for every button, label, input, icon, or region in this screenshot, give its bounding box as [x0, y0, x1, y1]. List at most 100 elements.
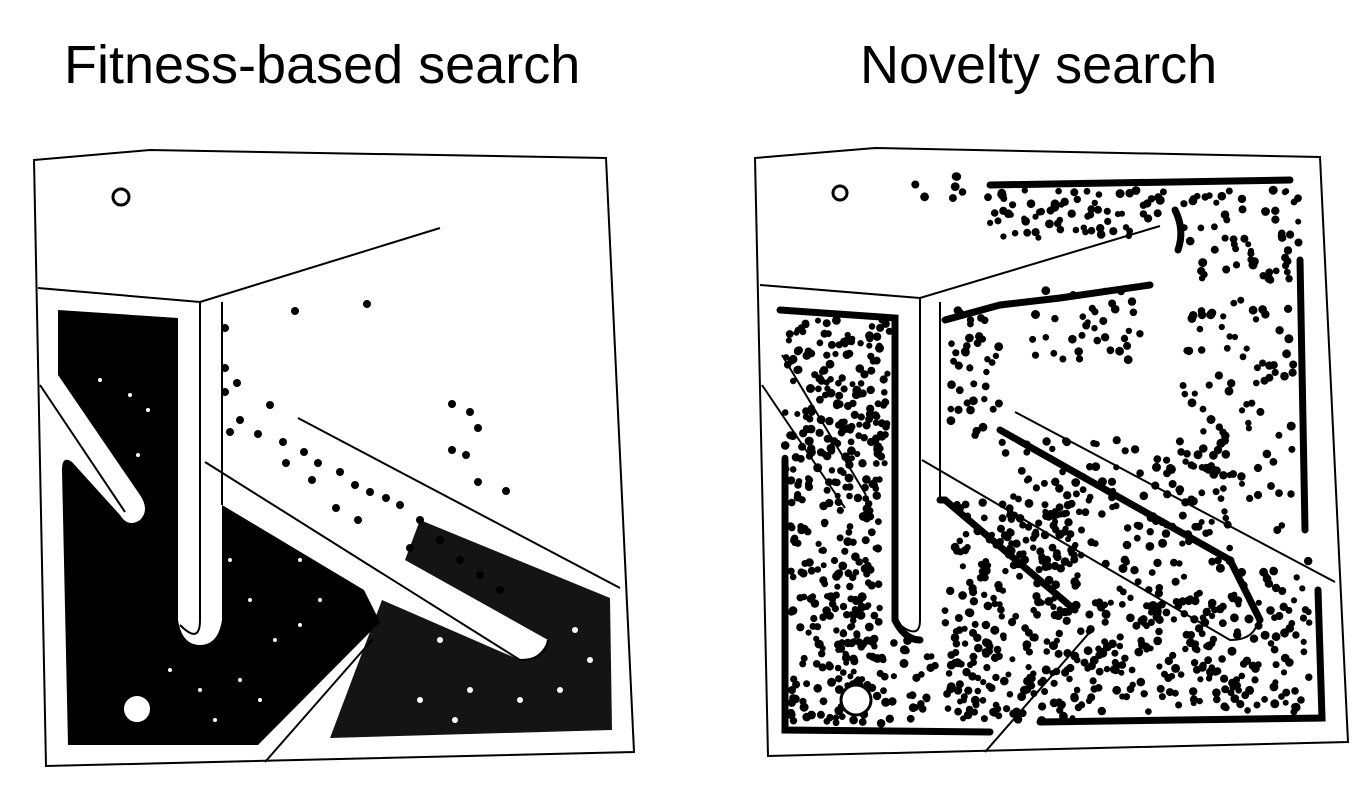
novelty-point — [786, 431, 794, 439]
novelty-point — [1103, 207, 1111, 215]
novelty-point — [995, 585, 1003, 593]
novelty-point — [1071, 478, 1081, 487]
novelty-point — [1086, 493, 1094, 501]
novelty-point — [1253, 379, 1260, 387]
novelty-point — [1055, 503, 1064, 512]
novelty-point — [950, 357, 958, 365]
novelty-point — [857, 380, 865, 387]
novelty-point — [783, 354, 790, 361]
novelty-point — [1101, 559, 1110, 568]
novelty-point — [820, 518, 829, 527]
novelty-point — [1265, 373, 1274, 382]
novelty-point — [843, 638, 852, 648]
novelty-point — [1245, 425, 1252, 432]
novelty-point — [1118, 601, 1126, 608]
novelty-point — [954, 614, 963, 622]
novelty-point — [869, 357, 877, 365]
novelty-point — [820, 329, 829, 338]
novelty-point — [1115, 346, 1124, 356]
novelty-point — [1280, 669, 1288, 676]
novelty-point — [1091, 325, 1098, 332]
novelty-point — [1198, 258, 1208, 268]
novelty-point — [958, 188, 967, 196]
novelty-point — [1240, 234, 1249, 243]
novelty-point — [847, 673, 854, 680]
novelty-point — [875, 518, 882, 525]
novelty-point — [941, 607, 949, 614]
novelty-point — [812, 660, 821, 668]
novelty-point — [970, 380, 978, 388]
novelty-point — [1077, 627, 1085, 635]
novelty-point — [969, 597, 979, 606]
novelty-point — [1221, 508, 1228, 515]
novelty-point — [1266, 606, 1275, 615]
novelty-point — [987, 684, 996, 692]
novelty-point — [1050, 603, 1057, 611]
novelty-point — [1038, 599, 1045, 606]
novelty-point — [1154, 193, 1163, 202]
novelty-point — [1031, 310, 1040, 319]
novelty-point — [955, 386, 964, 395]
novelty-point — [1157, 600, 1166, 609]
novelty-point — [832, 714, 840, 721]
novelty-point — [1098, 510, 1106, 518]
novelty-point — [956, 537, 964, 545]
novelty-point — [819, 613, 827, 621]
novelty-point — [1059, 711, 1068, 721]
novelty-point — [1056, 225, 1065, 234]
novelty-point — [855, 432, 863, 440]
novelty-point — [1213, 695, 1221, 704]
novelty-point — [1248, 661, 1257, 670]
novelty-point — [947, 405, 955, 413]
novelty-point — [1182, 458, 1189, 465]
novelty-point — [816, 448, 826, 457]
novelty-point — [1057, 700, 1066, 709]
novelty-point — [1199, 405, 1207, 413]
novelty-point — [873, 544, 883, 553]
novelty-point — [1189, 687, 1198, 696]
novelty-point — [959, 563, 967, 570]
novelty-point — [881, 697, 891, 707]
novelty-point — [1272, 267, 1280, 275]
novelty-point — [1041, 688, 1049, 695]
novelty-point — [1050, 199, 1060, 209]
novelty-point — [1271, 614, 1278, 621]
novelty-point — [1287, 490, 1295, 498]
novelty-point — [1083, 646, 1093, 656]
novelty-point — [1261, 207, 1270, 216]
novelty-point — [1186, 595, 1194, 603]
novelty-point — [1278, 587, 1287, 595]
novelty-point — [1139, 491, 1149, 501]
novelty-point — [1030, 544, 1037, 551]
novelty-point — [948, 194, 957, 203]
novelty-point — [805, 558, 814, 567]
novelty-point — [1212, 466, 1221, 475]
novelty-point — [818, 547, 825, 554]
novelty-point — [1147, 195, 1156, 203]
novelty-point — [818, 368, 826, 376]
novelty-point — [994, 399, 1003, 408]
novelty-point — [951, 172, 960, 181]
novelty-point — [1018, 709, 1027, 718]
novelty-point — [1153, 455, 1162, 463]
novelty-point — [1198, 663, 1207, 672]
novelty-point — [890, 639, 898, 647]
novelty-point — [872, 419, 880, 426]
novelty-point — [791, 694, 800, 704]
novelty-point — [961, 500, 970, 509]
novelty-point — [946, 586, 955, 596]
novelty-point — [988, 531, 995, 539]
novelty-point — [1211, 223, 1218, 231]
novelty-point — [1000, 233, 1007, 240]
novelty-point — [992, 352, 1000, 360]
novelty-point — [1243, 345, 1250, 352]
novelty-point — [1185, 537, 1193, 546]
novelty-point — [1169, 651, 1177, 660]
novelty-point — [960, 693, 968, 701]
novelty-point — [946, 416, 956, 426]
novelty-point — [1253, 364, 1261, 372]
novelty-point — [1209, 612, 1216, 620]
novelty-point — [1282, 699, 1289, 706]
novelty-point — [890, 673, 898, 680]
novelty-point — [1050, 679, 1058, 687]
